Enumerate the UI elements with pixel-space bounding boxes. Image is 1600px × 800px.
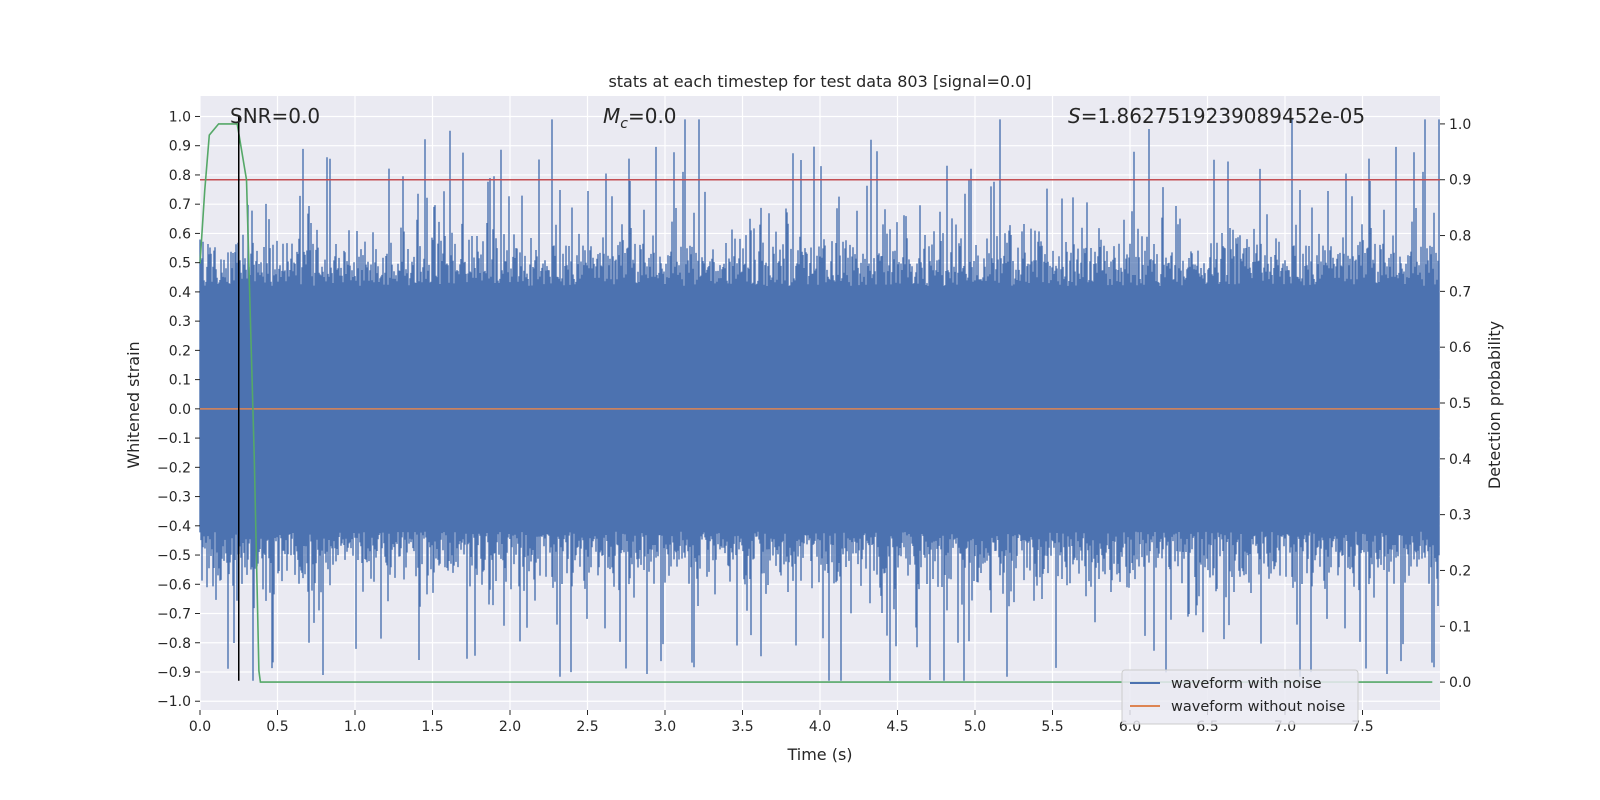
y-tick-label: −0.6: [157, 577, 191, 593]
y2-tick-label: 0.7: [1449, 284, 1471, 300]
legend-label-clean: waveform without noise: [1171, 699, 1345, 715]
y-tick-label: 0.7: [169, 197, 191, 213]
snr-annotation: SNR=0.0: [230, 104, 320, 128]
x-tick-label: 0.0: [189, 719, 211, 735]
y2-tick-label: 0.9: [1449, 173, 1471, 189]
chirp-mass-symbol: M: [603, 104, 620, 128]
y-axis-ticks: −1.0 −0.9 −0.8 −0.7 −0.6 −0.5 −0.4 −0.3 −0.2 −0.1…: [157, 109, 200, 710]
y2-tick-label: 0.4: [1449, 452, 1471, 468]
chirp-mass-annotation: Mc=0.0: [603, 104, 677, 132]
legend-label-noise: waveform with noise: [1171, 676, 1322, 692]
y-tick-label: −0.9: [157, 665, 191, 681]
x-tick-label: 5.0: [964, 719, 986, 735]
x-tick-label: 3.5: [731, 719, 753, 735]
legend: waveform with noise waveform without noi…: [1121, 669, 1359, 725]
y-tick-label: −0.3: [157, 490, 191, 506]
legend-box: [1121, 669, 1359, 725]
y-tick-label: −0.1: [157, 431, 191, 447]
chirp-mass-subscript: c: [620, 116, 628, 132]
x-tick-label: 3.0: [654, 719, 676, 735]
y2-tick-label: 0.5: [1449, 396, 1471, 412]
x-tick-label: 5.5: [1041, 719, 1063, 735]
y-tick-label: 0.5: [169, 256, 191, 272]
s-symbol: S: [1068, 104, 1081, 128]
y-tick-label: 0.1: [169, 373, 191, 389]
y2-tick-label: 0.8: [1449, 229, 1471, 245]
y-tick-label: 0.3: [169, 314, 191, 330]
y2-tick-label: 1.0: [1449, 117, 1471, 133]
y-tick-label: 0.6: [169, 226, 191, 242]
s-value: =1.8627519239089452e-05: [1081, 104, 1365, 128]
y2-axis-label: Detection probability: [1485, 321, 1504, 489]
s-annotation: S=1.8627519239089452e-05: [1068, 104, 1365, 128]
x-axis-label: Time (s): [786, 745, 852, 764]
x-tick-label: 0.5: [266, 719, 288, 735]
y-tick-label: −0.5: [157, 548, 191, 564]
y2-tick-label: 0.1: [1449, 619, 1471, 635]
y2-axis-ticks: 0.0 0.1 0.2 0.3 0.4 0.5 0.6 0.7 0.8 0.9 1.0: [1440, 117, 1471, 691]
y-tick-label: 0.8: [169, 168, 191, 184]
y-tick-label: −0.8: [157, 636, 191, 652]
y-tick-label: −0.4: [157, 519, 191, 535]
y-tick-label: 1.0: [169, 109, 191, 125]
y2-tick-label: 0.0: [1449, 675, 1471, 691]
y-tick-label: 0.2: [169, 343, 191, 359]
y-tick-label: 0.9: [169, 139, 191, 155]
x-tick-label: 2.0: [499, 719, 521, 735]
y2-tick-label: 0.2: [1449, 563, 1471, 579]
y2-tick-label: 0.3: [1449, 508, 1471, 524]
x-tick-label: 1.5: [421, 719, 443, 735]
y-tick-label: −1.0: [157, 694, 191, 710]
chart-title: stats at each timestep for test data 803…: [608, 72, 1031, 91]
x-tick-label: 2.5: [576, 719, 598, 735]
y-tick-label: −0.2: [157, 460, 191, 476]
x-tick-label: 4.5: [886, 719, 908, 735]
y-tick-label: 0.0: [169, 402, 191, 418]
y-tick-label: 0.4: [169, 285, 191, 301]
x-tick-label: 1.0: [344, 719, 366, 735]
y2-tick-label: 0.6: [1449, 340, 1471, 356]
x-tick-label: 4.0: [809, 719, 831, 735]
y-axis-label: Whitened strain: [124, 341, 143, 468]
chirp-mass-value: =0.0: [628, 104, 677, 128]
y-tick-label: −0.7: [157, 607, 191, 623]
overlay-lines: [199, 116, 1440, 683]
detection-probability-line: [199, 123, 1433, 683]
